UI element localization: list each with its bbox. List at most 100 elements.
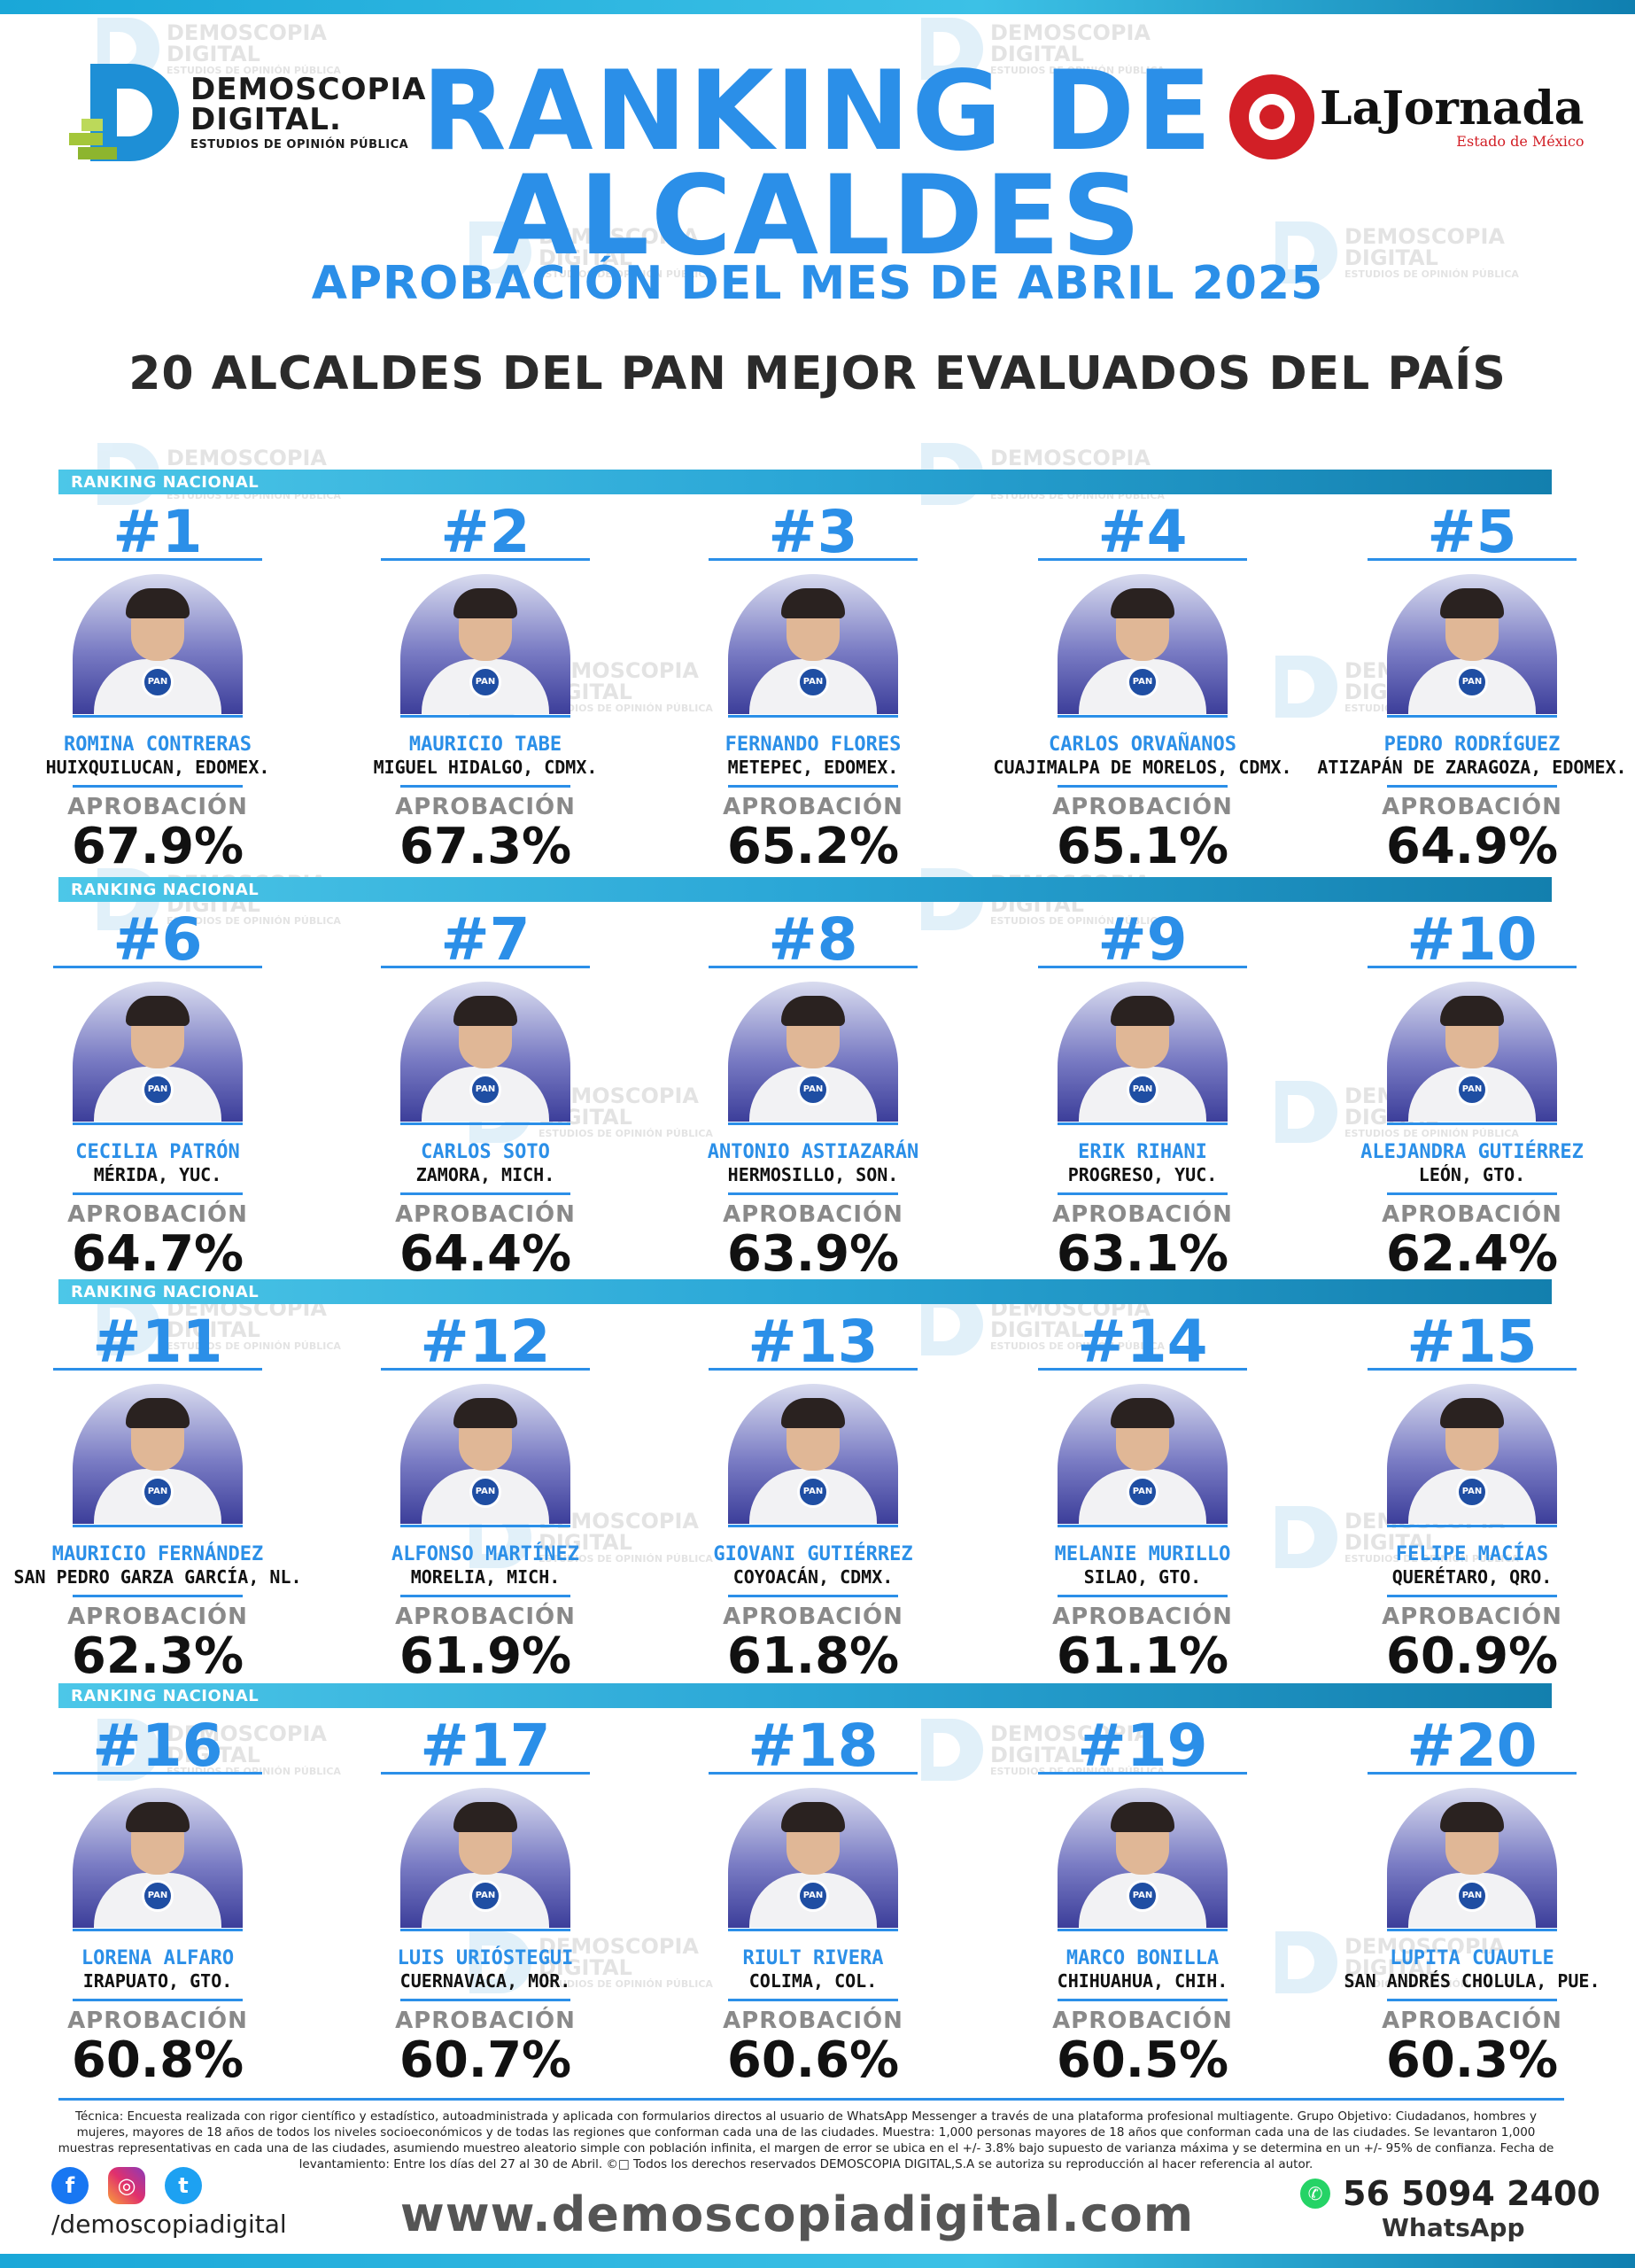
approval-value: 64.7% bbox=[71, 1225, 244, 1283]
rank-divider bbox=[53, 966, 262, 968]
photo-divider bbox=[73, 1122, 243, 1125]
approval-label: APROBACIÓN bbox=[67, 1201, 248, 1228]
photo-divider bbox=[728, 1122, 898, 1125]
rank-number: #5 bbox=[1427, 498, 1517, 566]
pan-badge-icon: PAN bbox=[469, 666, 501, 698]
rank-divider bbox=[1038, 966, 1247, 968]
rank-divider bbox=[381, 966, 590, 968]
pan-badge-icon: PAN bbox=[797, 666, 829, 698]
approval-divider bbox=[1058, 785, 1228, 788]
rank-divider bbox=[1368, 1368, 1577, 1371]
title-line1: RANKING DE bbox=[422, 48, 1213, 175]
mayor-photo: PAN bbox=[400, 574, 570, 714]
title-line3: APROBACIÓN DEL MES DE ABRIL 2025 bbox=[311, 257, 1324, 310]
approval-label: APROBACIÓN bbox=[67, 1604, 248, 1630]
approval-label: APROBACIÓN bbox=[395, 1201, 576, 1228]
photo-divider bbox=[73, 715, 243, 718]
approval-divider bbox=[73, 1999, 243, 2001]
mayor-name: PEDRO RODRÍGUEZ bbox=[1383, 734, 1561, 756]
pan-badge-icon: PAN bbox=[469, 1880, 501, 1912]
mayor-municipality: SILAO, GTO. bbox=[1083, 1566, 1202, 1588]
mayor-photo: PAN bbox=[400, 982, 570, 1122]
mayor-photo: PAN bbox=[1387, 1788, 1557, 1928]
rank-divider bbox=[53, 558, 262, 561]
mayor-municipality: ZAMORA, MICH. bbox=[415, 1164, 555, 1185]
photo-divider bbox=[728, 1525, 898, 1527]
ranking-band: RANKING NACIONAL bbox=[58, 470, 1552, 494]
approval-label: APROBACIÓN bbox=[1382, 1604, 1562, 1630]
approval-value: 61.9% bbox=[399, 1627, 572, 1685]
mayor-name: CARLOS SOTO bbox=[421, 1141, 550, 1163]
mayor-photo: PAN bbox=[400, 1788, 570, 1928]
rank-number: #17 bbox=[420, 1712, 551, 1780]
approval-divider bbox=[728, 1192, 898, 1195]
sun-emblem-icon bbox=[1229, 74, 1314, 159]
approval-value: 64.9% bbox=[1385, 818, 1559, 875]
approval-divider bbox=[728, 1595, 898, 1597]
whatsapp-number: 56 5094 2400 bbox=[1343, 2174, 1600, 2213]
pan-badge-icon: PAN bbox=[1127, 1476, 1158, 1508]
pan-badge-icon: PAN bbox=[142, 1476, 174, 1508]
approval-label: APROBACIÓN bbox=[723, 2008, 903, 2034]
photo-divider bbox=[1387, 715, 1557, 718]
photo-divider bbox=[400, 715, 570, 718]
photo-divider bbox=[1387, 1122, 1557, 1125]
mayor-municipality: COYOACÁN, CDMX. bbox=[732, 1566, 894, 1588]
approval-divider bbox=[728, 785, 898, 788]
photo-divider bbox=[1058, 1122, 1228, 1125]
title-line2: ALCALDES bbox=[492, 152, 1143, 280]
facebook-icon[interactable]: f bbox=[51, 2167, 89, 2204]
rank-number: #9 bbox=[1097, 905, 1188, 974]
approval-divider bbox=[73, 1192, 243, 1195]
twitter-icon[interactable]: t bbox=[165, 2167, 202, 2204]
mayor-photo: PAN bbox=[400, 1384, 570, 1524]
social-icons: f ◎ t bbox=[51, 2167, 202, 2204]
pan-badge-icon: PAN bbox=[797, 1476, 829, 1508]
mayor-name: LUIS URIÓSTEGUI bbox=[397, 1947, 574, 1969]
pan-badge-icon: PAN bbox=[797, 1880, 829, 1912]
rank-number: #20 bbox=[1406, 1712, 1538, 1780]
mayor-municipality: COLIMA, COL. bbox=[748, 1970, 878, 1992]
mayor-name: GIOVANI GUTIÉRREZ bbox=[713, 1543, 913, 1565]
rank-number: #13 bbox=[748, 1308, 879, 1376]
top-accent-bar bbox=[0, 0, 1635, 14]
rank-divider bbox=[381, 1368, 590, 1371]
demoscopia-d-icon bbox=[69, 64, 180, 161]
approval-value: 65.2% bbox=[726, 818, 900, 875]
pan-badge-icon: PAN bbox=[1456, 1880, 1488, 1912]
approval-divider bbox=[1387, 785, 1557, 788]
mayor-name: ERIK RIHANI bbox=[1078, 1141, 1207, 1163]
rank-divider bbox=[1038, 1772, 1247, 1775]
social-handle[interactable]: /demoscopiadigital bbox=[51, 2210, 287, 2239]
mayor-photo: PAN bbox=[728, 1788, 898, 1928]
brand-name-line2: DIGITAL. bbox=[190, 101, 342, 137]
mayor-name: MARCO BONILLA bbox=[1065, 1947, 1220, 1969]
photo-divider bbox=[400, 1122, 570, 1125]
mayor-photo: PAN bbox=[728, 574, 898, 714]
approval-label: APROBACIÓN bbox=[1382, 794, 1562, 820]
mayor-name: FELIPE MACÍAS bbox=[1395, 1543, 1549, 1565]
approval-value: 60.9% bbox=[1385, 1627, 1559, 1685]
photo-divider bbox=[400, 1929, 570, 1931]
mayor-photo: PAN bbox=[73, 982, 243, 1122]
mayor-photo: PAN bbox=[73, 574, 243, 714]
website-link[interactable]: www.demoscopiadigital.com bbox=[399, 2186, 1195, 2242]
approval-label: APROBACIÓN bbox=[1052, 1604, 1233, 1630]
mayor-name: RIULT RIVERA bbox=[742, 1947, 884, 1969]
mayor-municipality: QUERÉTARO, QRO. bbox=[1391, 1566, 1553, 1588]
rank-number: #2 bbox=[440, 498, 531, 566]
approval-label: APROBACIÓN bbox=[395, 794, 576, 820]
rank-number: #8 bbox=[768, 905, 858, 974]
whatsapp-contact[interactable]: ✆ 56 5094 2400 bbox=[1300, 2174, 1600, 2213]
approval-divider bbox=[73, 1595, 243, 1597]
approval-value: 60.5% bbox=[1056, 2031, 1229, 2089]
approval-value: 60.3% bbox=[1385, 2031, 1559, 2089]
rank-number: #11 bbox=[92, 1308, 223, 1376]
rank-divider bbox=[53, 1772, 262, 1775]
mayor-photo: PAN bbox=[1387, 982, 1557, 1122]
rank-number: #7 bbox=[440, 905, 531, 974]
mayor-municipality: PROGRESO, YUC. bbox=[1067, 1164, 1218, 1185]
mayor-municipality: LEÓN, GTO. bbox=[1418, 1164, 1526, 1185]
pan-badge-icon: PAN bbox=[1456, 1476, 1488, 1508]
instagram-icon[interactable]: ◎ bbox=[108, 2167, 145, 2204]
